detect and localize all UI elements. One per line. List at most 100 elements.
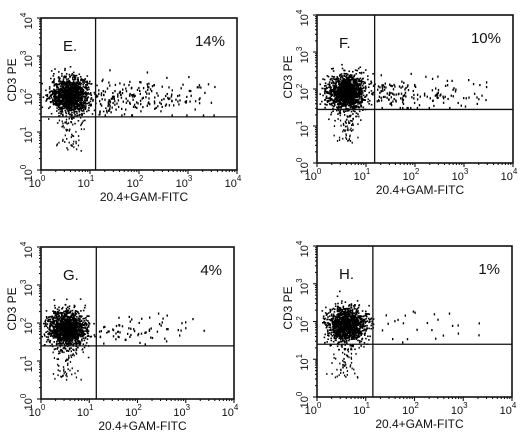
event-dot — [66, 82, 69, 85]
event-dot — [324, 106, 326, 109]
event-dot — [72, 333, 74, 335]
event-dot — [342, 90, 344, 92]
event-dot — [478, 98, 480, 101]
event-dot — [74, 110, 77, 113]
event-dot — [190, 94, 192, 97]
event-dot — [55, 83, 58, 86]
event-dot — [63, 89, 66, 92]
event-dot — [360, 104, 363, 107]
event-dot — [133, 103, 136, 106]
event-dot — [71, 81, 73, 84]
event-dot — [99, 335, 101, 338]
event-dot — [133, 93, 135, 96]
event-dot — [360, 97, 363, 100]
event-dot — [106, 109, 108, 112]
event-dot — [345, 138, 348, 140]
event-dot — [128, 94, 131, 97]
event-dot — [344, 103, 346, 106]
event-dot — [99, 100, 101, 103]
event-dot — [62, 99, 64, 102]
event-dot — [63, 327, 66, 330]
event-dot — [46, 323, 49, 325]
event-dot — [51, 99, 54, 102]
event-dot — [319, 93, 321, 95]
event-dot — [63, 107, 65, 110]
event-dot — [85, 99, 87, 102]
event-dot — [324, 90, 327, 93]
event-dot — [339, 335, 342, 338]
event-dot — [56, 144, 58, 147]
event-dot — [81, 324, 84, 326]
event-dot — [68, 316, 70, 318]
event-dot — [336, 76, 338, 78]
event-dot — [52, 351, 54, 354]
event-dot — [64, 106, 67, 109]
event-dot — [54, 326, 57, 328]
event-dot — [177, 100, 179, 103]
event-dot — [68, 100, 70, 102]
event-dot — [355, 83, 358, 86]
event-dot — [355, 73, 358, 75]
event-dot — [329, 93, 332, 96]
event-dot — [352, 78, 354, 80]
event-dot — [410, 106, 412, 110]
event-dot — [204, 91, 206, 94]
event-dot — [324, 85, 326, 87]
event-dot — [68, 335, 70, 337]
event-dot — [343, 72, 346, 75]
event-dot — [437, 75, 439, 78]
event-dot — [132, 105, 135, 108]
y-tick-label: 102 — [19, 317, 35, 334]
event-dot — [46, 97, 48, 100]
event-dot — [76, 334, 79, 337]
event-dot — [345, 121, 347, 123]
event-dot — [75, 93, 77, 95]
event-dot — [67, 148, 69, 151]
event-dot — [53, 316, 55, 319]
event-dot — [72, 97, 74, 99]
event-dot — [48, 86, 51, 88]
event-dot — [59, 341, 61, 344]
event-dot — [56, 101, 58, 104]
event-dot — [349, 122, 351, 124]
event-dot — [356, 88, 358, 90]
event-dot — [71, 133, 73, 136]
event-dot — [78, 317, 81, 320]
event-dot — [331, 93, 333, 95]
event-dot — [82, 85, 85, 88]
event-dot — [59, 320, 62, 323]
event-dot — [63, 322, 66, 325]
event-dot — [69, 336, 71, 338]
event-dot — [357, 99, 359, 101]
event-dot — [358, 79, 360, 81]
event-dot — [347, 78, 350, 80]
event-dot — [68, 106, 70, 108]
event-dot — [66, 78, 68, 81]
event-dot — [343, 98, 345, 101]
event-dot — [207, 83, 210, 86]
event-dot — [53, 79, 55, 82]
event-dot — [100, 94, 103, 97]
event-dot — [329, 99, 332, 102]
event-dot — [338, 106, 341, 109]
event-dot — [69, 113, 72, 116]
event-dot — [159, 101, 161, 104]
event-dot — [341, 67, 344, 70]
event-dot — [130, 333, 132, 337]
event-dot — [447, 97, 449, 101]
event-dot — [362, 80, 365, 83]
event-dot — [68, 73, 71, 76]
event-dot — [65, 118, 68, 121]
event-dot — [64, 81, 66, 84]
event-dot — [72, 71, 75, 74]
event-dot — [349, 115, 351, 118]
event-dot — [81, 112, 83, 115]
event-dot — [76, 107, 79, 110]
event-dot — [361, 101, 363, 104]
event-dot — [63, 87, 66, 89]
event-dot — [86, 84, 89, 86]
event-dot — [68, 323, 70, 325]
event-dot — [348, 87, 350, 89]
event-dot — [72, 143, 74, 145]
event-dot — [51, 325, 54, 327]
